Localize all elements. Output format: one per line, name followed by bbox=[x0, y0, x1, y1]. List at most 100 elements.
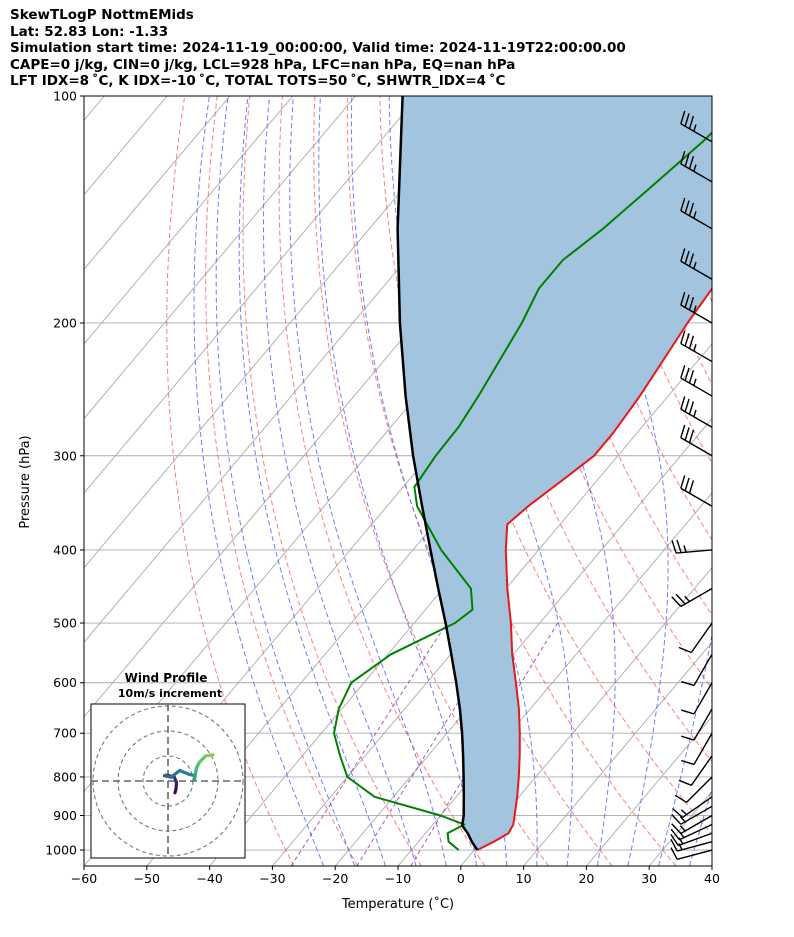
wind-barb bbox=[671, 539, 713, 554]
barb-full-tick bbox=[684, 294, 690, 308]
parcel-profile bbox=[396, 96, 479, 851]
barb-shaft bbox=[682, 796, 713, 819]
hodograph-title: Wind Profile bbox=[125, 671, 208, 685]
wind-barb bbox=[678, 755, 713, 786]
temperature-profile bbox=[476, 287, 712, 851]
y-tick-label: 900 bbox=[53, 808, 77, 823]
barb-shaft bbox=[680, 437, 713, 457]
barb-shaft bbox=[680, 304, 713, 324]
barb-full-tick bbox=[684, 200, 690, 214]
barb-full-tick bbox=[681, 735, 695, 741]
barb-half-tick bbox=[680, 809, 688, 816]
isotherm-line bbox=[84, 96, 294, 345]
wind-barbs bbox=[670, 110, 713, 861]
barb-shaft bbox=[693, 708, 713, 741]
barb-shaft bbox=[680, 342, 713, 363]
x-tick-label: 0 bbox=[457, 871, 465, 886]
isotherm-line bbox=[84, 96, 231, 271]
barb-full-tick bbox=[675, 593, 686, 605]
hodograph-segment bbox=[178, 768, 191, 776]
moist-adiabat bbox=[566, 96, 669, 866]
y-tick-label: 800 bbox=[53, 769, 77, 784]
hodograph-inset: Wind Profile 10m/s increment bbox=[90, 671, 246, 859]
barb-half-tick bbox=[693, 305, 697, 313]
x-axis-ticks: −60 −50 −40 −30 −20 −10 0 10 20 30 40 bbox=[71, 866, 720, 886]
location-label: Lat: 52.83 Lon: -1.33 bbox=[10, 23, 169, 40]
x-tick-label: −10 bbox=[385, 871, 411, 886]
wind-barb bbox=[680, 197, 713, 230]
dry-adiabat bbox=[278, 96, 486, 866]
barb-half-tick bbox=[684, 595, 691, 603]
wind-barb bbox=[670, 832, 713, 847]
y-axis-ticks: 100 200 300 400 500 600 700 800 900 1000 bbox=[45, 89, 84, 858]
barb-half-tick bbox=[693, 378, 697, 386]
x-tick-label: −20 bbox=[322, 871, 348, 886]
y-tick-label: 400 bbox=[53, 542, 77, 557]
y-tick-label: 1000 bbox=[45, 843, 77, 858]
barb-full-tick bbox=[680, 150, 686, 165]
y-tick-label: 300 bbox=[53, 448, 77, 463]
barb-shaft bbox=[693, 732, 713, 765]
barb-full-tick bbox=[688, 202, 695, 216]
isotherm-line bbox=[586, 716, 712, 866]
barb-full-tick bbox=[688, 297, 695, 311]
wind-barb bbox=[671, 805, 713, 825]
barb-full-tick bbox=[684, 113, 690, 127]
isotherm-line bbox=[711, 865, 712, 866]
barb-shaft bbox=[677, 849, 713, 861]
barb-full-tick bbox=[684, 367, 690, 381]
x-tick-label: 40 bbox=[704, 871, 720, 886]
x-tick-label: 30 bbox=[641, 871, 657, 886]
y-tick-label: 100 bbox=[53, 89, 77, 104]
barb-full-tick bbox=[688, 253, 695, 267]
y-tick-label: 700 bbox=[53, 726, 77, 741]
barb-half-tick bbox=[683, 545, 687, 553]
barb-shaft bbox=[693, 682, 713, 715]
barb-shaft bbox=[680, 587, 713, 608]
cin-area bbox=[397, 96, 712, 850]
wind-barb bbox=[670, 847, 713, 861]
wind-barb bbox=[681, 708, 713, 741]
barb-half-tick bbox=[679, 825, 686, 832]
hodograph-segment bbox=[203, 753, 215, 758]
barb-full-tick bbox=[670, 847, 678, 860]
wind-barb bbox=[680, 110, 713, 143]
moist-adiabat bbox=[263, 96, 417, 866]
barb-shaft bbox=[680, 377, 713, 397]
barb-full-tick bbox=[688, 480, 695, 494]
dry-adiabat bbox=[770, 96, 794, 866]
dry-adiabat bbox=[379, 96, 677, 866]
moist-adiabat bbox=[193, 96, 325, 866]
barb-full-tick bbox=[688, 335, 695, 349]
barb-full-tick bbox=[676, 539, 682, 553]
isotherm-line bbox=[523, 641, 712, 866]
barb-half-tick bbox=[693, 344, 697, 352]
isotherm-line bbox=[334, 417, 712, 866]
wind-barb bbox=[680, 248, 713, 280]
moist-adiabat bbox=[289, 96, 447, 866]
y-axis-label: Pressure (hPa) bbox=[18, 435, 33, 528]
mixing-ratio-line bbox=[290, 622, 448, 866]
cape-shading bbox=[397, 96, 712, 850]
chart-title-block: SkewTLogP NottmEMids Lat: 52.83 Lon: -1.… bbox=[10, 7, 626, 90]
wind-barb bbox=[681, 682, 713, 715]
barb-full-tick bbox=[681, 709, 695, 715]
barb-full-tick bbox=[680, 396, 686, 410]
wind-barb bbox=[672, 796, 713, 819]
cape-cin-label: CAPE=0 j/kg, CIN=0 j/kg, LCL=928 hPa, LF… bbox=[10, 56, 516, 73]
barb-full-tick bbox=[688, 401, 695, 415]
barb-full-tick bbox=[684, 250, 690, 264]
barb-full-tick bbox=[670, 833, 679, 846]
x-tick-label: 20 bbox=[578, 871, 594, 886]
x-axis-label: Temperature (˚C) bbox=[341, 896, 454, 912]
barb-full-tick bbox=[680, 365, 686, 379]
wind-barb bbox=[680, 150, 713, 183]
stability-index-label: LFT IDX=8 ˚C, K IDX=-10 ˚C, TOTAL TOTS=5… bbox=[10, 73, 506, 89]
wind-barb bbox=[680, 424, 713, 457]
barb-full-tick bbox=[684, 427, 690, 441]
barb-shaft bbox=[690, 622, 713, 653]
isotherm-line bbox=[460, 566, 712, 866]
barb-full-tick bbox=[688, 115, 695, 129]
barb-full-tick bbox=[680, 424, 686, 438]
